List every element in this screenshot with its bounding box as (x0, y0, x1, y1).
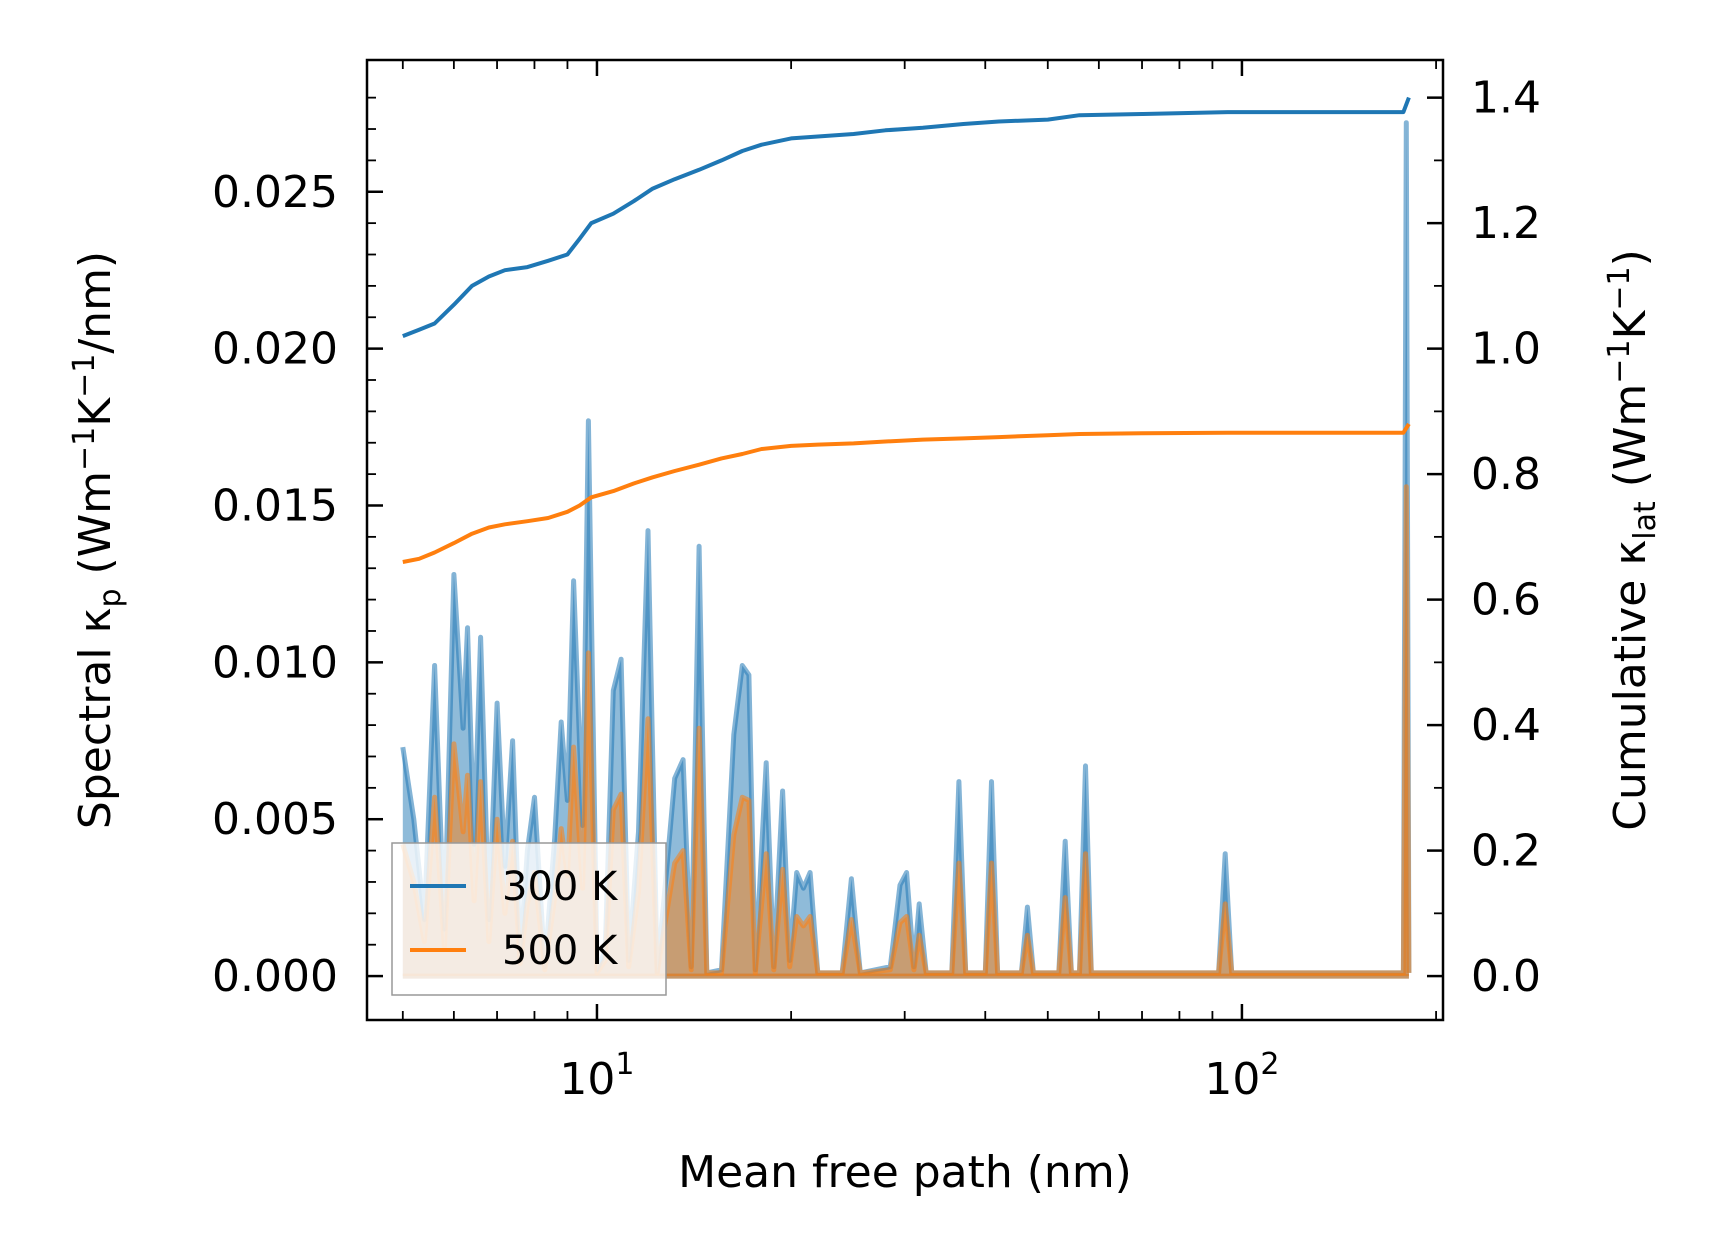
axis-tick-labels: 101 102 0.000 0.005 0.010 0.015 0.020 0.025 0.0 0… (212, 73, 1541, 1105)
spectral-line-300k (400, 120, 1412, 976)
axis-ticks (367, 60, 1443, 1020)
x-axis-label: Mean free path (nm) (678, 1147, 1132, 1198)
x-tick-label: 102 (1204, 1047, 1279, 1105)
y-right-tick-label: 0.6 (1471, 575, 1541, 626)
y-left-tick-label: 0.010 (212, 637, 338, 688)
y-right-tick-label: 0.0 (1471, 951, 1541, 1002)
y-left-tick-label: 0.005 (212, 794, 338, 845)
y-right-tick-label: 1.0 (1471, 324, 1541, 375)
y-left-tick-label: 0.020 (212, 324, 338, 375)
y-left-tick-label: 0.025 (212, 167, 338, 218)
x-tick-label: 101 (559, 1047, 634, 1105)
series-lines (402, 96, 1411, 564)
cumulative-line-500k (402, 422, 1411, 564)
y-left-tick-label: 0.015 (212, 480, 338, 531)
y-right-tick-label: 1.4 (1471, 73, 1541, 124)
y-axis-label-left: Spectral κp (Wm−1K−1/nm) (67, 251, 128, 829)
cumulative-line-300k (402, 96, 1411, 338)
legend-label-500k: 500 K (502, 928, 619, 974)
y-right-tick-label: 0.4 (1471, 700, 1541, 751)
legend-box (391, 842, 667, 996)
y-left-tick-label: 0.000 (212, 951, 338, 1002)
y-right-tick-label: 0.2 (1471, 826, 1541, 877)
legend-label-300k: 300 K (502, 864, 619, 910)
y-axis-label-right: Cumulative κlat (Wm−1K−1) (1602, 249, 1663, 831)
legend: 300 K 500 K (391, 842, 667, 996)
y-right-tick-label: 0.8 (1471, 449, 1541, 500)
y-right-tick-label: 1.2 (1471, 198, 1541, 249)
